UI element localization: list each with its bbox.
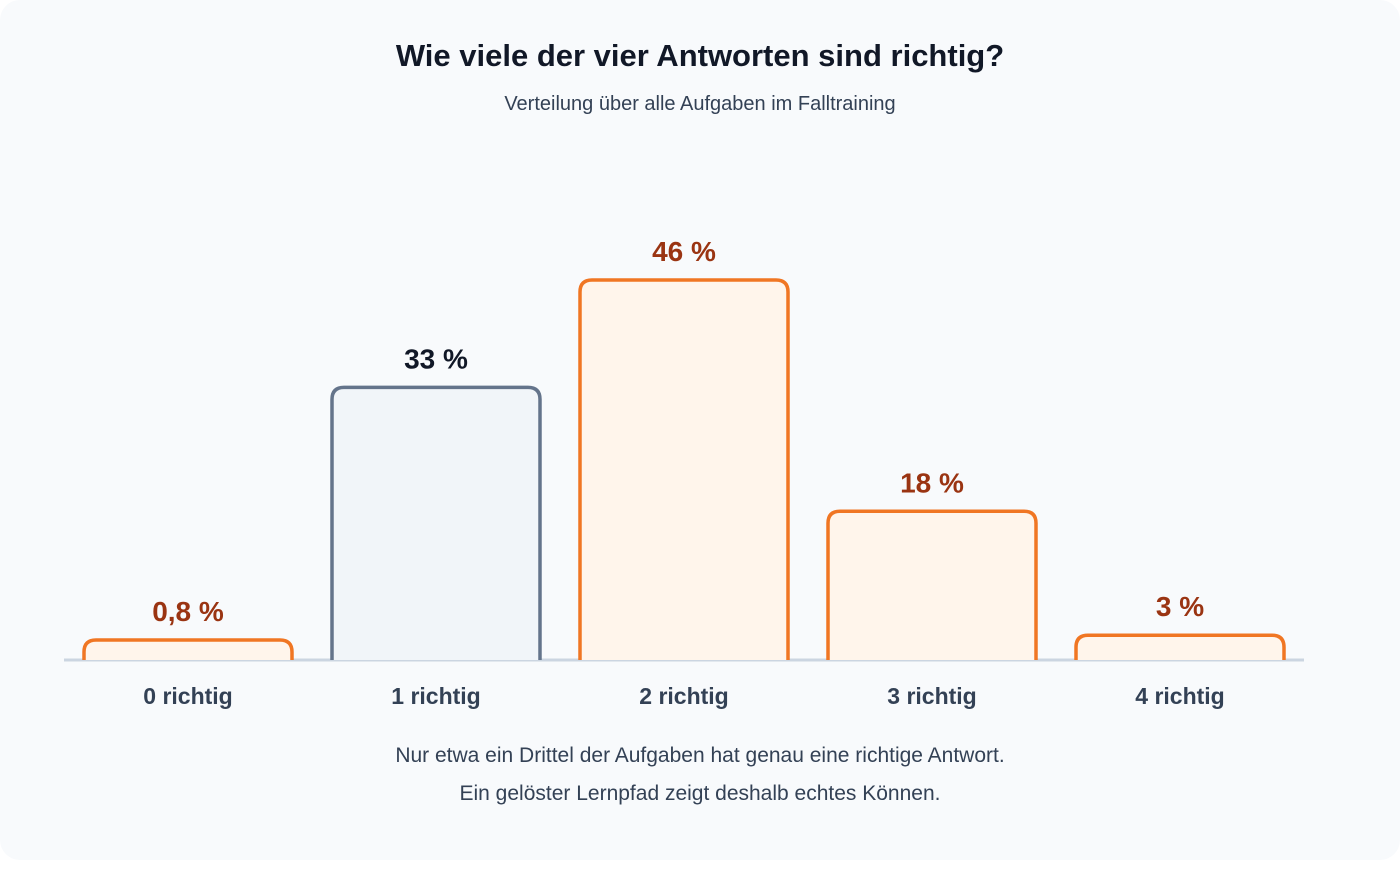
bar-2: [578, 278, 790, 660]
category-label-2: 2 richtig: [639, 683, 728, 709]
chart-title: Wie viele der vier Antworten sind richti…: [395, 38, 1005, 73]
footnote-line-1: Nur etwa ein Drittel der Aufgaben hat ge…: [395, 744, 1005, 767]
category-label-0: 0 richtig: [143, 683, 232, 709]
category-label-1: 1 richtig: [391, 683, 480, 709]
bar-value-label-2: 46 %: [652, 236, 716, 267]
category-label-3: 3 richtig: [887, 683, 976, 709]
bar-4: [1074, 633, 1286, 660]
bar-value-label-0: 0,8 %: [152, 596, 224, 627]
bar-0: [82, 638, 294, 660]
footnote-line-2: Ein gelöster Lernpfad zeigt deshalb echt…: [459, 782, 941, 805]
bar-value-label-4: 3 %: [1156, 591, 1204, 622]
bar-3: [826, 509, 1038, 660]
bar-value-label-1: 33 %: [404, 343, 468, 374]
bar-value-label-3: 18 %: [900, 467, 964, 498]
bar-1: [330, 385, 542, 660]
chart-subtitle: Verteilung über alle Aufgaben im Falltra…: [504, 93, 896, 115]
category-label-4: 4 richtig: [1135, 683, 1224, 709]
